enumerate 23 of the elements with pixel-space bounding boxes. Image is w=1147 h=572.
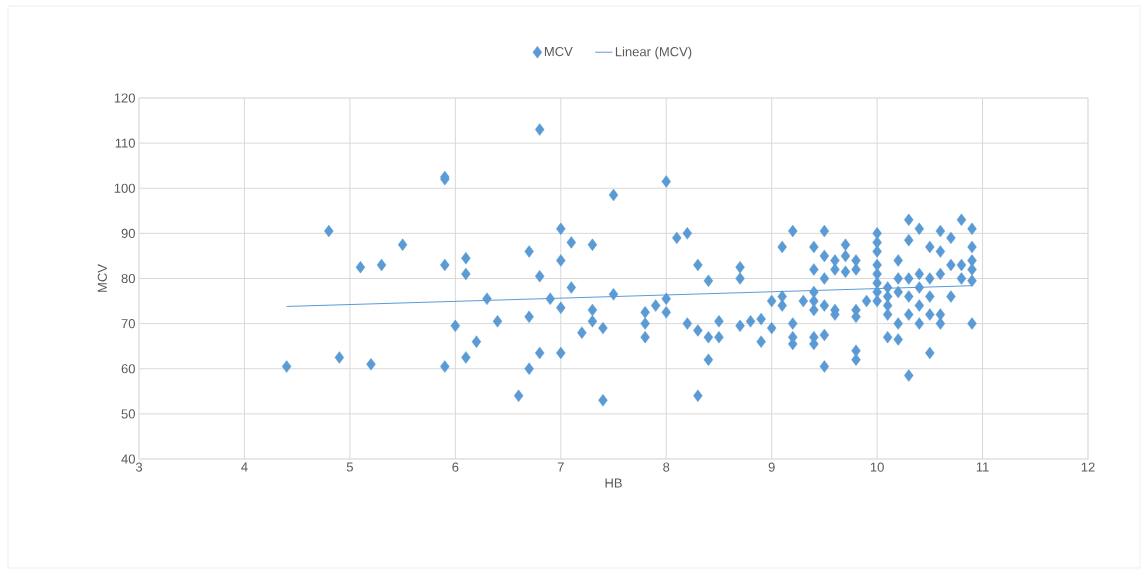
x-axis-title: HB bbox=[605, 478, 622, 488]
y-tick-label: 110 bbox=[115, 138, 135, 148]
legend-label: MCV bbox=[544, 46, 573, 57]
x-tick-label: 12 bbox=[1081, 462, 1095, 472]
y-axis-title: MCV bbox=[97, 264, 107, 292]
y-tick-label: 40 bbox=[121, 454, 135, 464]
x-tick-label: 4 bbox=[241, 462, 248, 472]
legend-label: Linear (MCV) bbox=[615, 46, 692, 59]
y-tick-label: 80 bbox=[121, 273, 135, 284]
y-tick-label: 90 bbox=[121, 228, 135, 238]
x-tick-label: 6 bbox=[452, 462, 459, 472]
x-tick-label: 11 bbox=[976, 462, 989, 472]
y-tick-label: 60 bbox=[121, 364, 135, 374]
x-tick-label: 7 bbox=[557, 462, 564, 472]
x-tick-label: 5 bbox=[346, 462, 353, 472]
x-tick-label: 10 bbox=[870, 462, 884, 472]
y-tick-label: 70 bbox=[121, 319, 135, 329]
x-tick-label: 8 bbox=[663, 462, 670, 472]
y-tick-label: 120 bbox=[114, 93, 135, 103]
y-tick-label: 100 bbox=[114, 183, 135, 193]
x-tick-label: 9 bbox=[768, 462, 775, 472]
x-tick-label: 3 bbox=[135, 462, 143, 472]
y-tick-label: 50 bbox=[121, 409, 135, 419]
